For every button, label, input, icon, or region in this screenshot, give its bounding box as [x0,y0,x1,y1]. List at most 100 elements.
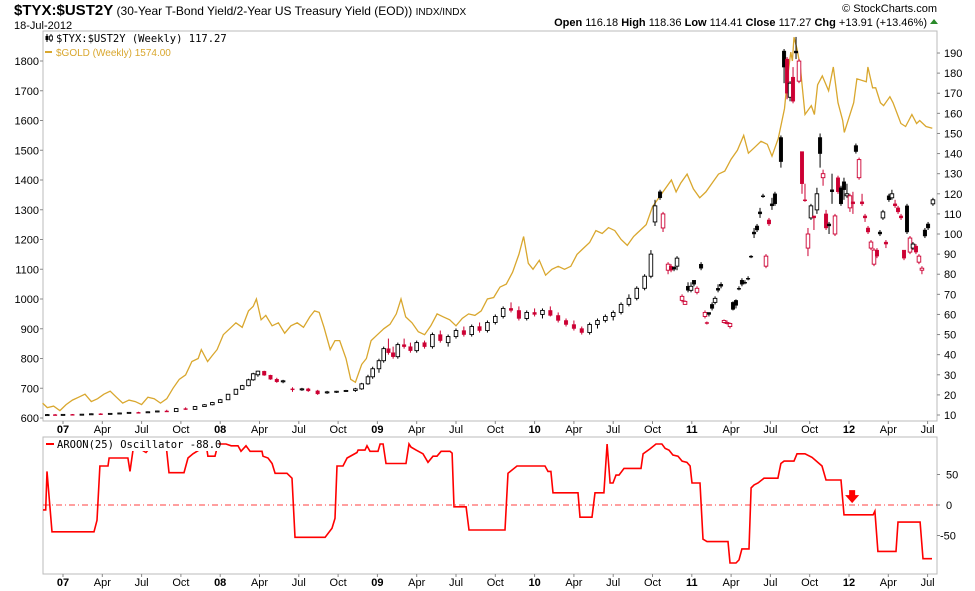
right-axis-label: 70 [944,289,956,301]
x-axis-label: Jul [292,577,306,589]
candle-body [814,193,820,211]
ratio-candle [395,342,401,359]
x-axis-label: 12 [843,424,855,436]
candle-body [642,275,647,289]
x-axis-label: Oct [644,424,661,436]
left-axis-label: 1400 [15,175,39,187]
candle-body [820,173,826,179]
ratio-candle [183,407,188,410]
candle-body [516,310,521,319]
candle-body [850,201,855,205]
x-axis-label: Jul [763,577,777,589]
aroon-axis-label: 50 [946,470,958,482]
ratio-candle [868,240,874,251]
ratio-candle [749,255,754,259]
ratio-candle [280,379,286,384]
ratio-candle [315,389,320,395]
candle-body [919,267,925,271]
candle-body [395,344,401,358]
ratio-candle [712,296,718,305]
ratio-candle [540,308,545,319]
ratio-candle [724,320,730,325]
left-axis-label: 900 [21,324,39,336]
ratio-candle [299,387,305,391]
candle-body [791,76,796,102]
ratio-candle [769,197,774,210]
aroon-panel [42,436,938,575]
candle-body [493,316,498,323]
candlestick-icon [45,34,53,42]
candle-body [805,233,811,249]
ratio-candle [246,378,251,387]
high-label: High [621,17,646,29]
x-axis-label: 08 [214,577,226,589]
right-axis-label: 180 [944,68,962,80]
ratio-candle [334,390,339,393]
ratio-candle [548,306,553,317]
x-axis-label: Apr [565,577,582,589]
ratio-candle [706,312,711,317]
x-axis-label: Jul [449,424,463,436]
candle-body [262,370,267,376]
chart-symbol: $TYX:$UST2Y [14,2,113,19]
candle-body [769,203,774,207]
candle-body [618,303,624,313]
x-axis-label: Oct [801,577,818,589]
candle-body [746,278,751,280]
ratio-candle [811,215,816,230]
aroon-series-line [43,441,932,564]
ratio-candle [702,310,708,319]
candle-body [844,193,850,197]
ratio-candle [832,213,838,237]
ratio-candle [922,227,927,239]
ratio-candle [866,225,871,235]
price-marks [42,36,936,417]
candle-body [766,219,771,225]
up-triangle-icon [930,19,938,24]
left-axis-label: 1000 [15,294,39,306]
ratio-candle [889,189,895,200]
candle-body [324,391,330,394]
ratio-candle [930,197,936,206]
candle-body [290,388,295,391]
candle-body [736,288,741,290]
ratio-candle [814,187,820,214]
candle-body [343,390,349,392]
right-axis-label: 160 [944,108,962,120]
candle-body [556,315,561,321]
ratio-candle [905,203,910,235]
ratio-candle [841,177,846,200]
copyright: © StockCharts.com [842,3,937,15]
candle-body [192,406,198,410]
candle-body [758,211,763,215]
candle-body [763,255,769,267]
aroon-legend: AROON(25) Oscillator -88.0 [44,438,221,451]
candle-body [430,334,435,348]
right-axis-label: 150 [944,128,962,140]
ratio-candle [192,405,198,410]
close-value: 117.27 [779,17,812,29]
x-axis-label: 09 [371,424,383,436]
candle-body [250,373,256,381]
right-axis-label: 140 [944,149,962,161]
ratio-candle [850,191,855,214]
x-axis-label: Jul [135,424,149,436]
candle-body [107,412,113,415]
candle-body [579,328,584,333]
ratio-candle [856,157,862,180]
left-axis-label: 600 [21,413,39,425]
candle-body [733,300,738,306]
x-axis-label: Oct [487,424,504,436]
candle-body [648,253,654,277]
ratio-candle [485,320,490,333]
left-axis-label: 1500 [15,145,39,157]
ratio-candle [445,334,451,347]
ratio-candle [250,372,256,381]
candle-body [402,344,407,347]
right-axis-label: 100 [944,229,962,241]
left-axis-label: 1100 [15,264,39,276]
ratio-candle [571,320,576,331]
ratio-candle [136,411,141,414]
x-axis-label: Jul [606,424,620,436]
chg-label: Chg [814,17,835,29]
